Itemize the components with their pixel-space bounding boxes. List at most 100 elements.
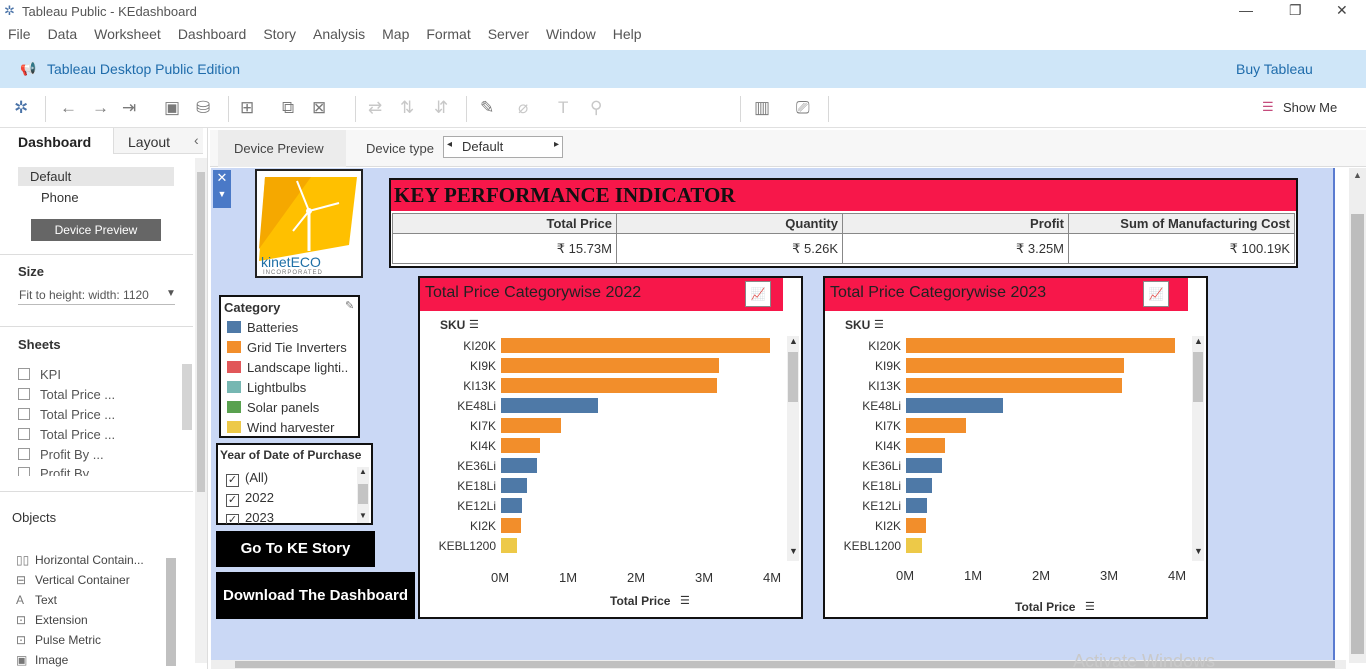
- bar-ki4k[interactable]: [906, 438, 945, 453]
- device-phone-item[interactable]: Phone: [41, 190, 79, 205]
- device-type-select[interactable]: ◂ Default ▸: [443, 136, 563, 158]
- filter-scrollbar[interactable]: ▲ ▼: [357, 467, 369, 523]
- menu-server[interactable]: Server: [487, 26, 529, 42]
- bar-ki4k[interactable]: [501, 438, 540, 453]
- swap-icon[interactable]: ⇄: [368, 98, 383, 117]
- filter-option-2023[interactable]: ✓ 2023: [226, 510, 274, 524]
- bar-ki2k[interactable]: [501, 518, 521, 533]
- device-default-item[interactable]: Default: [18, 167, 174, 186]
- bar-ke12li[interactable]: [906, 498, 927, 513]
- bar-ki9k[interactable]: [501, 358, 719, 373]
- collapse-panel-icon[interactable]: ‹: [194, 132, 199, 148]
- object-extension[interactable]: ⊡ Extension: [16, 613, 88, 627]
- trend-chart-icon[interactable]: 📈: [745, 281, 771, 307]
- minimize-icon[interactable]: —: [1239, 2, 1253, 18]
- sort-icon[interactable]: ☰: [680, 595, 690, 607]
- bar-ke18li[interactable]: [501, 478, 527, 493]
- menu-worksheet[interactable]: Worksheet: [94, 26, 161, 42]
- sheet-item-kpi[interactable]: KPI: [18, 367, 61, 382]
- bar-ke36li[interactable]: [906, 458, 942, 473]
- edit-pencil-icon[interactable]: ✎: [345, 300, 355, 312]
- bar-ki2k[interactable]: [906, 518, 926, 533]
- sheet-item-profit-by-1[interactable]: Profit By ...: [18, 447, 104, 462]
- download-dashboard-button[interactable]: Download The Dashboard: [216, 572, 415, 619]
- save-icon[interactable]: ▣: [164, 98, 181, 117]
- menu-format[interactable]: Format: [426, 26, 471, 42]
- legend-item-lightbulbs[interactable]: Lightbulbs: [227, 380, 306, 395]
- show-me-button[interactable]: Show Me: [1283, 100, 1338, 115]
- filter-option-2022[interactable]: ✓ 2022: [226, 490, 274, 507]
- new-datasource-icon[interactable]: ⛁: [196, 98, 211, 117]
- tab-layout[interactable]: Layout ‹: [113, 128, 203, 154]
- container-close-button[interactable]: ✕ ▼: [213, 170, 231, 208]
- sort-desc-icon[interactable]: ⇵: [434, 98, 449, 117]
- chart-scrollbar[interactable]: ▲ ▼: [1192, 336, 1204, 561]
- menu-dashboard[interactable]: Dashboard: [177, 26, 247, 42]
- legend-item-wind-harvester[interactable]: Wind harvester: [227, 420, 334, 435]
- canvas-h-scrollbar[interactable]: [211, 660, 1346, 669]
- duplicate-icon[interactable]: ⧉: [282, 98, 295, 117]
- chart-scrollbar[interactable]: ▲ ▼: [787, 336, 799, 561]
- cards-icon[interactable]: ▥: [754, 98, 771, 117]
- bar-ki9k[interactable]: [906, 358, 1124, 373]
- sort-icon[interactable]: ☰: [874, 319, 884, 331]
- legend-item-grid-tie-inverters[interactable]: Grid Tie Inverters: [227, 340, 347, 355]
- tab-dashboard[interactable]: Dashboard: [18, 134, 92, 150]
- bar-ki7k[interactable]: [501, 418, 561, 433]
- menu-story[interactable]: Story: [263, 26, 296, 42]
- object-text[interactable]: A Text: [16, 593, 58, 607]
- chevron-down-icon[interactable]: ▼: [166, 288, 176, 299]
- bar-ke48li[interactable]: [906, 398, 1003, 413]
- tableau-logo-icon[interactable]: ✲: [14, 98, 29, 117]
- bar-ke12li[interactable]: [501, 498, 522, 513]
- bar-kebl1200[interactable]: [501, 538, 517, 553]
- close-icon[interactable]: ✕: [1336, 2, 1348, 18]
- device-preview-button[interactable]: Device Preview: [31, 219, 161, 241]
- sku-header[interactable]: SKU: [440, 318, 466, 332]
- bar-ki20k[interactable]: [501, 338, 770, 353]
- menu-map[interactable]: Map: [382, 26, 410, 42]
- object-pulse-metric[interactable]: ⊡ Pulse Metric: [16, 633, 102, 647]
- device-preview-tab[interactable]: Device Preview: [218, 130, 346, 167]
- bar-ke18li[interactable]: [906, 478, 932, 493]
- size-dropdown[interactable]: Fit to height: width: 1120: [19, 288, 149, 302]
- sku-header[interactable]: SKU: [845, 318, 871, 332]
- sheet-item-profit-by-2[interactable]: Profit By ...: [18, 466, 104, 476]
- menu-window[interactable]: Window: [545, 26, 596, 42]
- object-vertical-container[interactable]: ⊟ Vertical Container: [16, 573, 130, 587]
- chevron-right-icon[interactable]: ▸: [553, 139, 559, 150]
- bar-ke36li[interactable]: [501, 458, 537, 473]
- sheet-item-total-price-3[interactable]: Total Price ...: [18, 427, 115, 442]
- trend-chart-icon[interactable]: 📈: [1143, 281, 1169, 307]
- left-panel-scrollbar[interactable]: [195, 158, 207, 663]
- menu-analysis[interactable]: Analysis: [313, 26, 366, 42]
- bar-ki7k[interactable]: [906, 418, 966, 433]
- sheet-item-total-price-2[interactable]: Total Price ...: [18, 407, 115, 422]
- legend-item-landscape-lighting[interactable]: Landscape lighti..: [227, 360, 348, 375]
- sort-icon[interactable]: ☰: [469, 319, 479, 331]
- chevron-left-icon[interactable]: ◂: [447, 139, 453, 150]
- undo-icon[interactable]: ←: [60, 98, 77, 117]
- clear-icon[interactable]: ⊠: [312, 98, 327, 117]
- bar-ki20k[interactable]: [906, 338, 1175, 353]
- category-legend[interactable]: Category ✎ Batteries Grid Tie Inverters …: [219, 295, 360, 438]
- legend-item-batteries[interactable]: Batteries: [227, 320, 298, 335]
- sheets-scrollbar[interactable]: [182, 364, 192, 430]
- legend-item-solar-panels[interactable]: Solar panels: [227, 400, 319, 415]
- filter-option-all[interactable]: ✓ (All): [226, 470, 269, 487]
- restore-icon[interactable]: ❐: [1289, 2, 1302, 18]
- menu-help[interactable]: Help: [612, 26, 642, 42]
- buy-tableau-link[interactable]: Buy Tableau: [1236, 61, 1313, 77]
- bar-ki13k[interactable]: [906, 378, 1122, 393]
- go-to-story-button[interactable]: Go To KE Story: [216, 531, 375, 567]
- object-image[interactable]: ▣ Image: [16, 653, 69, 667]
- menu-data[interactable]: Data: [47, 26, 78, 42]
- bar-ki13k[interactable]: [501, 378, 717, 393]
- attach-icon[interactable]: ⌀: [518, 98, 529, 117]
- canvas-v-scrollbar[interactable]: ▲: [1349, 168, 1366, 663]
- replay-icon[interactable]: ⇥: [122, 98, 137, 117]
- bar-ke48li[interactable]: [501, 398, 598, 413]
- menu-file[interactable]: File: [8, 26, 31, 42]
- sort-icon[interactable]: ☰: [1085, 601, 1095, 613]
- sort-asc-icon[interactable]: ⇅: [400, 98, 415, 117]
